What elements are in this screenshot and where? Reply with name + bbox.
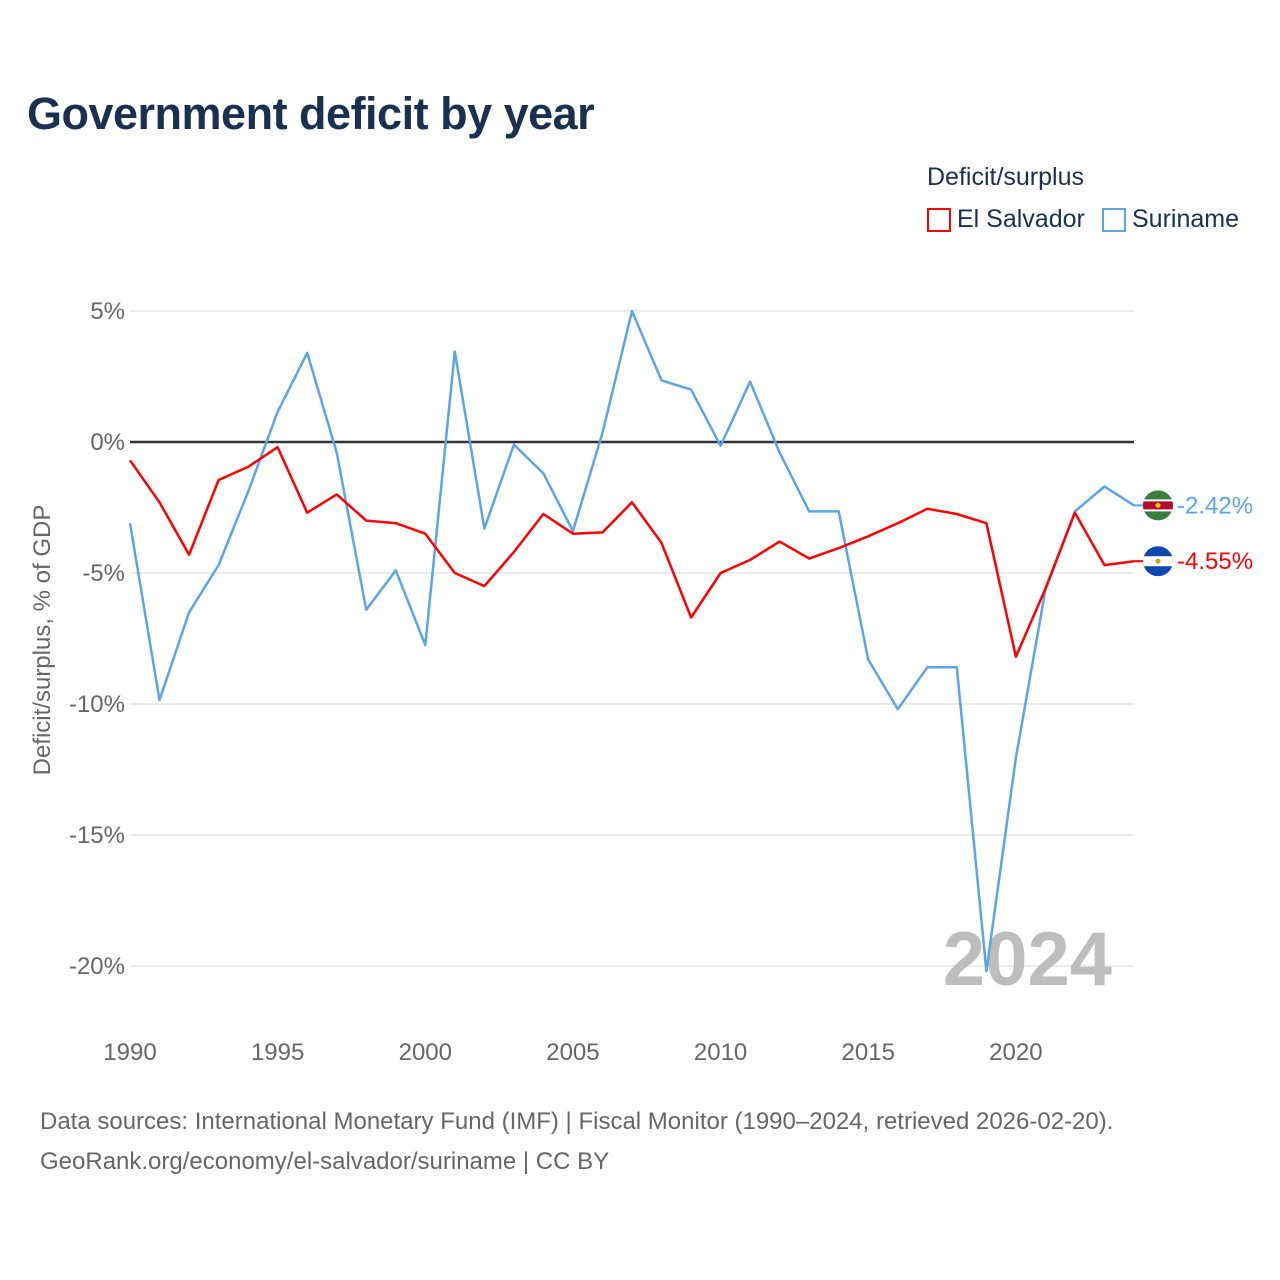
legend-label: El Salvador xyxy=(957,205,1085,233)
el-salvador-flag-icon xyxy=(1143,546,1173,577)
legend-title: Deficit/surplus xyxy=(927,163,1084,191)
x-tick-label: 2010 xyxy=(694,1039,747,1066)
series-line-suriname xyxy=(128,309,1135,973)
y-tick-label: -20% xyxy=(69,953,125,980)
y-tick-label: -10% xyxy=(69,691,125,718)
x-tick-label: 2015 xyxy=(842,1039,895,1066)
legend-swatch-suriname xyxy=(1102,207,1126,232)
y-tick-label: -5% xyxy=(82,560,125,587)
source-url[interactable]: GeoRank.org/economy/el-salvador/suriname… xyxy=(40,1148,610,1175)
chart-title: Government deficit by year xyxy=(27,88,595,139)
y-tick-label: 0% xyxy=(90,429,125,456)
x-tick-label: 1990 xyxy=(103,1039,156,1066)
legend-item-suriname[interactable]: Suriname xyxy=(1102,205,1239,234)
x-tick-label: 1995 xyxy=(251,1039,304,1066)
year-watermark: 2024 xyxy=(943,917,1112,1002)
source-text: Data sources: International Monetary Fun… xyxy=(40,1108,1114,1135)
suriname-flag-icon xyxy=(1143,490,1173,521)
y-tick-label: 5% xyxy=(90,298,125,325)
x-tick-label: 2005 xyxy=(546,1039,599,1066)
series-line-el-salvador xyxy=(128,445,1135,659)
legend-item-el-salvador[interactable]: El Salvador xyxy=(927,205,1085,234)
end-value-label: -4.55% xyxy=(1177,548,1253,575)
legend-swatch-el-salvador xyxy=(927,207,951,232)
legend-label: Suriname xyxy=(1132,205,1239,233)
y-axis-label: Deficit/surplus, % of GDP xyxy=(29,505,56,776)
end-value-label: -2.42% xyxy=(1177,492,1253,519)
x-tick-label: 2000 xyxy=(399,1039,452,1066)
y-tick-label: -15% xyxy=(69,822,125,849)
x-tick-label: 2020 xyxy=(989,1039,1042,1066)
